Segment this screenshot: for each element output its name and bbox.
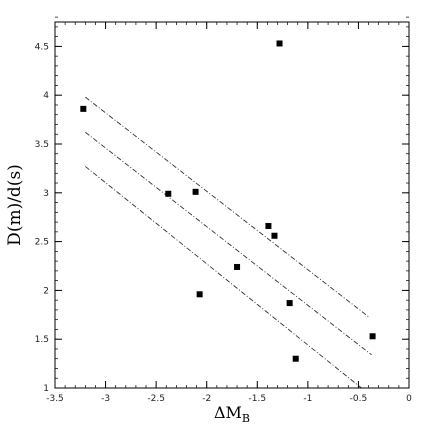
data-point-3 bbox=[192, 188, 199, 195]
x-tick-label: -3.5 bbox=[46, 394, 64, 404]
x-tick-label: -2.5 bbox=[147, 394, 165, 404]
y-tick-label: 2.5 bbox=[35, 238, 49, 248]
data-point-4 bbox=[196, 291, 203, 298]
x-axis-title: ΔMB bbox=[214, 403, 250, 425]
y-tick-label: 4.5 bbox=[35, 42, 49, 52]
x-tick-label: -2 bbox=[202, 394, 211, 404]
x-axis-title-subscript: B bbox=[242, 412, 250, 425]
x-tick-label: 0 bbox=[406, 394, 412, 404]
y-tick-label: 3 bbox=[43, 189, 49, 199]
data-point-11 bbox=[369, 333, 376, 340]
data-point-6 bbox=[265, 222, 272, 229]
y-tick-label: 4 bbox=[43, 91, 49, 101]
data-point-9 bbox=[286, 300, 293, 307]
data-point-1 bbox=[80, 105, 87, 112]
y-tick-label: 1.5 bbox=[35, 335, 49, 345]
y-tick-label: 2 bbox=[43, 286, 49, 296]
y-tick-label: 1 bbox=[43, 384, 49, 394]
data-point-8 bbox=[276, 40, 283, 47]
data-point-2 bbox=[165, 190, 172, 197]
y-axis-title: D(m)/d(s) bbox=[5, 164, 25, 246]
x-tick-labels: -3.5 -3 -2.5 -2 -1.5 -1 -0.5 0 bbox=[46, 394, 412, 404]
data-point-7 bbox=[271, 232, 278, 239]
x-axis-title-main: ΔM bbox=[214, 403, 242, 422]
data-point-5 bbox=[234, 263, 241, 270]
axis-ticks bbox=[54, 16, 410, 389]
plot-frame bbox=[54, 21, 410, 389]
fit-line-1 bbox=[85, 96, 369, 318]
fit-lines bbox=[85, 96, 372, 389]
y-tick-labels: 1 1.5 2 2.5 3 3.5 4 4.5 bbox=[35, 42, 50, 394]
x-tick-label: -1 bbox=[303, 394, 312, 404]
data-point-10 bbox=[292, 355, 299, 362]
fit-line-2 bbox=[85, 131, 372, 356]
fit-line-3 bbox=[85, 166, 362, 389]
y-tick-label: 3.5 bbox=[35, 140, 49, 150]
x-tick-label: -0.5 bbox=[350, 394, 368, 404]
x-tick-label: -1.5 bbox=[249, 394, 267, 404]
data-points bbox=[80, 40, 376, 362]
x-tick-label: -3 bbox=[101, 394, 110, 404]
